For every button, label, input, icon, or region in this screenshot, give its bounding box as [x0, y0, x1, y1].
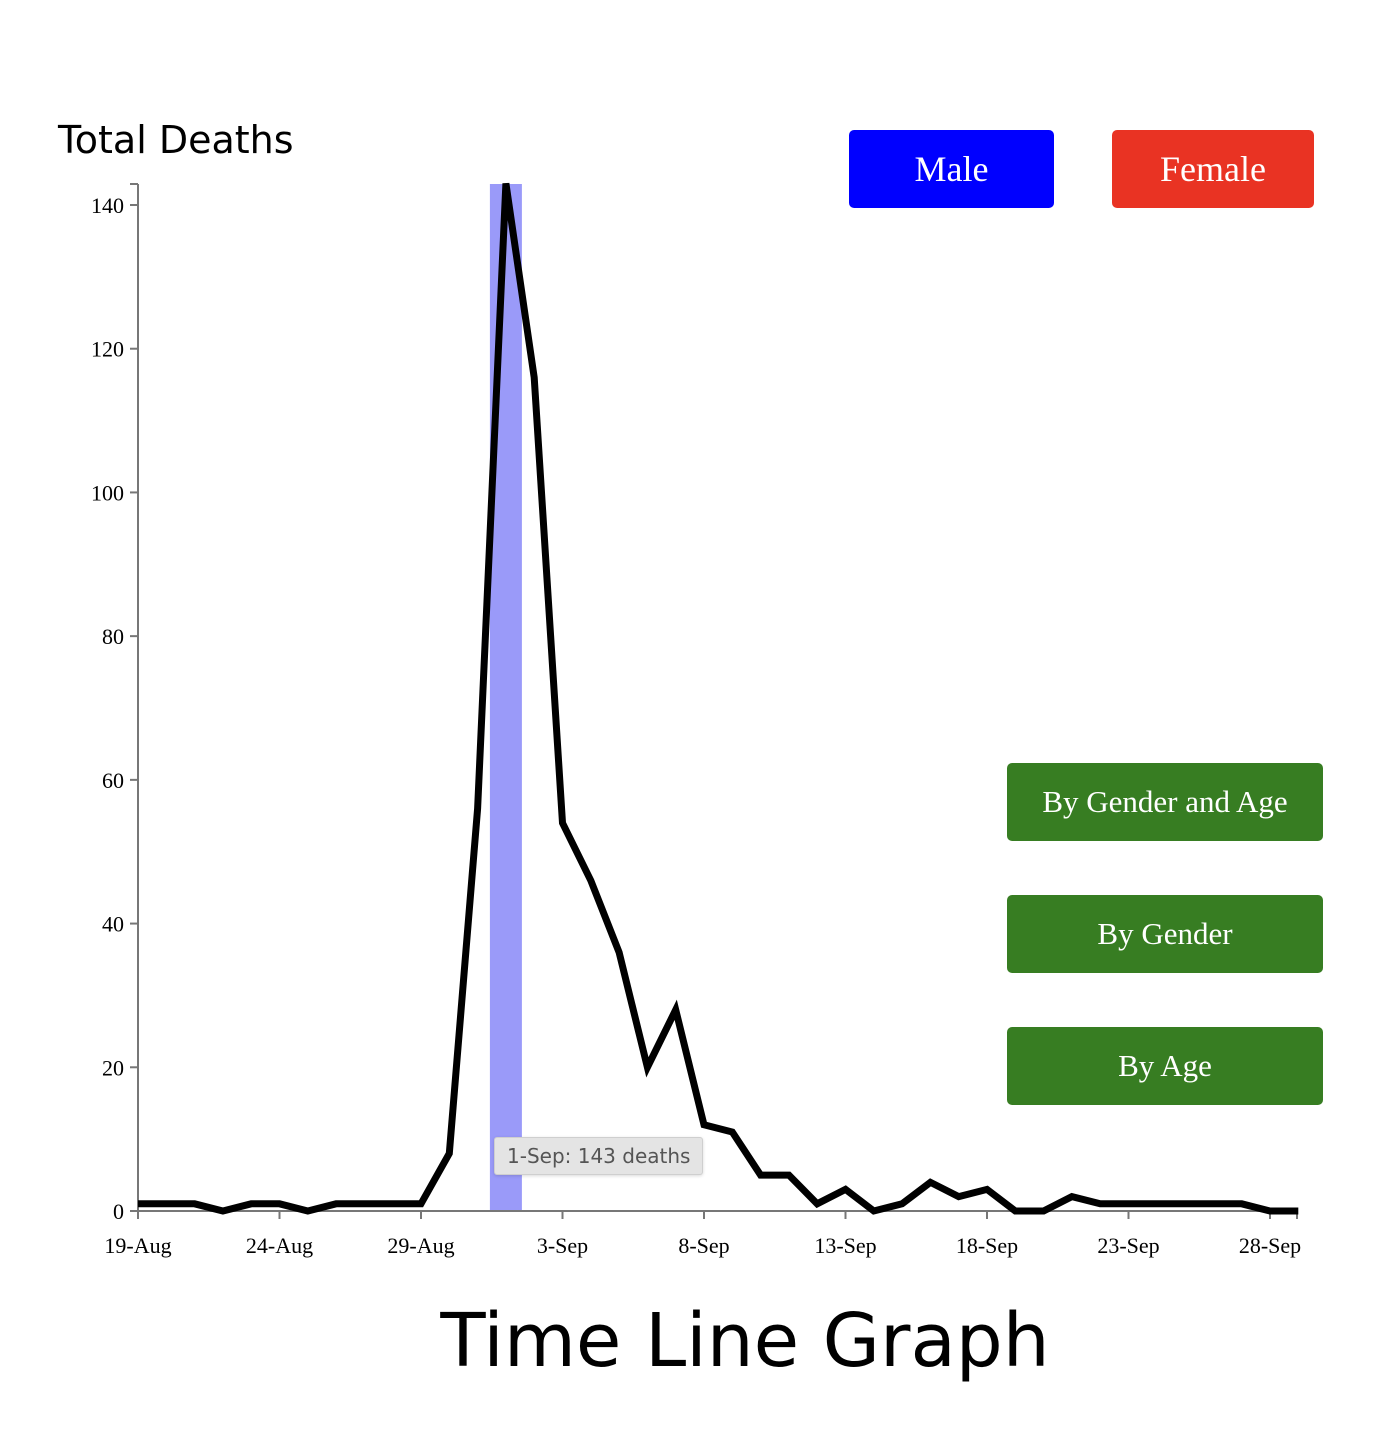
- y-axis-title: Total Deaths: [58, 118, 294, 162]
- female-button[interactable]: Female: [1112, 130, 1314, 208]
- x-tick-label: 18-Sep: [956, 1233, 1018, 1258]
- highlight-band: [489, 184, 522, 1211]
- y-tick-label: 40: [102, 912, 124, 937]
- tooltip: 1-Sep: 143 deaths: [494, 1137, 704, 1175]
- x-tick-label: 19-Aug: [104, 1233, 171, 1258]
- male-button[interactable]: Male: [849, 130, 1054, 208]
- y-tick-label: 120: [91, 337, 124, 362]
- x-tick-label: 28-Sep: [1239, 1233, 1301, 1258]
- y-tick-label: 80: [102, 624, 124, 649]
- x-tick-label: 3-Sep: [537, 1233, 588, 1258]
- axes: 0 20 40 60 80 100 120 140 19-Aug 24-Aug 29-Aug 3-Se…: [91, 183, 1301, 1258]
- by-gender-and-age-button[interactable]: By Gender and Age: [1007, 763, 1323, 841]
- y-tick-label: 100: [91, 480, 124, 505]
- chart-title: Time Line Graph: [440, 1298, 1050, 1384]
- x-tick-label: 23-Sep: [1097, 1233, 1159, 1258]
- deaths-line: [138, 182, 1299, 1215]
- x-tick-label: 24-Aug: [246, 1233, 313, 1258]
- y-tick-label: 0: [113, 1199, 124, 1224]
- highlight-layer: [489, 184, 522, 1211]
- line-layer: [138, 182, 1299, 1215]
- x-tick-label: 29-Aug: [387, 1233, 454, 1258]
- y-tick-label: 60: [102, 768, 124, 793]
- by-age-button[interactable]: By Age: [1007, 1027, 1323, 1105]
- y-tick-label: 20: [102, 1055, 124, 1080]
- by-gender-button[interactable]: By Gender: [1007, 895, 1323, 973]
- y-tick-label: 140: [91, 193, 124, 218]
- x-tick-label: 13-Sep: [814, 1233, 876, 1258]
- x-tick-label: 8-Sep: [678, 1233, 729, 1258]
